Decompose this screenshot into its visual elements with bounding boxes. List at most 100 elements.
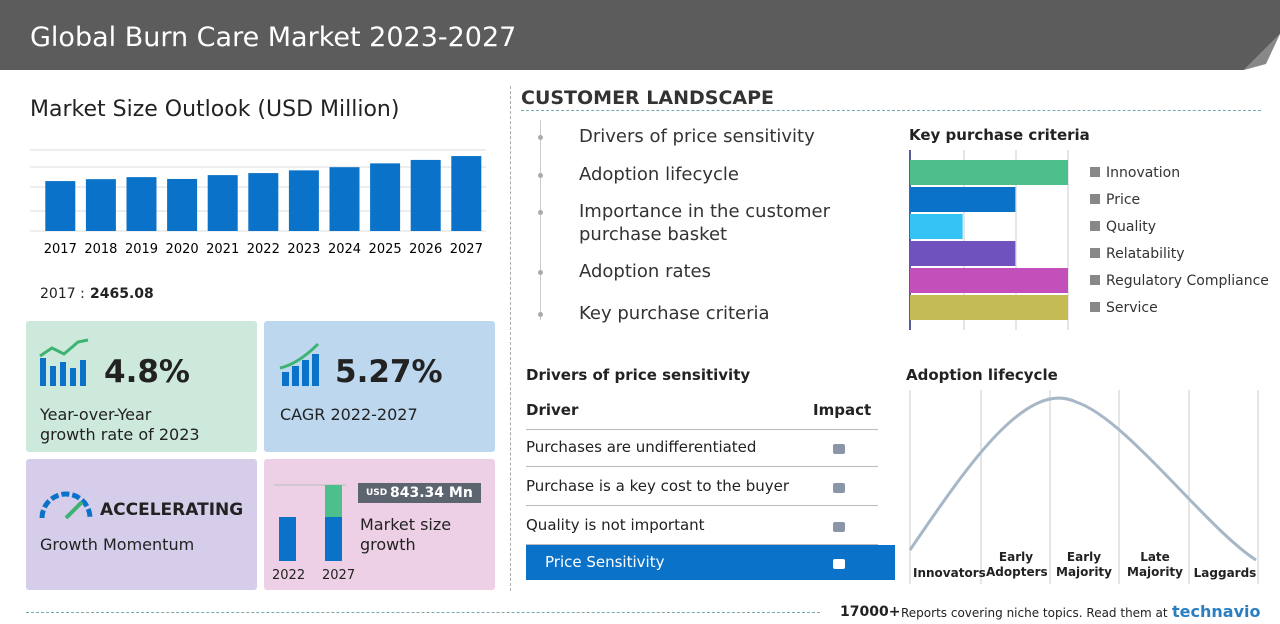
x-tick-label: 2021 bbox=[206, 242, 239, 257]
stage-label: Innovators bbox=[913, 566, 986, 580]
list-dot bbox=[538, 210, 543, 215]
x-tick-label: 2018 bbox=[84, 242, 117, 257]
chart-title: Key purchase criteria bbox=[909, 126, 1090, 144]
legend-swatch bbox=[1090, 248, 1100, 258]
list-dot bbox=[538, 312, 543, 317]
currency: USD bbox=[366, 488, 388, 498]
bar bbox=[910, 268, 1068, 293]
list-item: Importance in the customer purchase bask… bbox=[579, 201, 831, 245]
kpi-label: Market size growth bbox=[360, 515, 452, 554]
footer-text: Reports covering niche topics. Read them… bbox=[901, 606, 1168, 620]
header-bar bbox=[0, 0, 1280, 70]
bar bbox=[910, 160, 1068, 185]
list-dot bbox=[538, 270, 543, 275]
x-tick-label: 2019 bbox=[125, 242, 158, 257]
cagr-icon bbox=[279, 342, 320, 386]
stage-label: Early Majority bbox=[1056, 550, 1112, 579]
x-tick-label: 2025 bbox=[369, 242, 402, 257]
kpi-box bbox=[264, 459, 495, 590]
section-title: Market Size Outlook (USD Million) bbox=[30, 97, 400, 122]
chart-title: Adoption lifecycle bbox=[906, 366, 1058, 384]
highlight-row: Price Sensitivity bbox=[526, 545, 895, 580]
growth-icon bbox=[39, 338, 89, 386]
list-item: Key purchase criteria bbox=[579, 303, 770, 324]
legend-label: Price bbox=[1106, 192, 1140, 208]
legend-swatch bbox=[1090, 194, 1100, 204]
kpi-box bbox=[26, 459, 257, 590]
bar bbox=[910, 187, 1016, 212]
legend-label: Innovation bbox=[1106, 165, 1180, 181]
gauge-icon bbox=[39, 491, 93, 520]
list-line bbox=[540, 120, 541, 320]
kpi-value: 5.27% bbox=[335, 354, 443, 390]
driver: Purchases are undifferentiated bbox=[526, 438, 757, 456]
base-value: 2465.08 bbox=[90, 286, 154, 302]
bar bbox=[910, 214, 963, 239]
table-header: Driver Impact bbox=[526, 391, 878, 430]
driver: Quality is not important bbox=[526, 516, 705, 534]
table-row: Purchases are undifferentiated bbox=[526, 428, 878, 467]
market-chart: 2017 2018 2019 2020 2021 2022 2023 2024 2025 2026… bbox=[30, 149, 486, 257]
x-tick-label: 2020 bbox=[166, 242, 199, 257]
kpi-value: 843.34 Mn bbox=[390, 485, 473, 501]
table-row: Purchase is a key cost to the buyer bbox=[526, 467, 878, 506]
table-title: Drivers of price sensitivity bbox=[526, 366, 751, 384]
table-row: Quality is not important bbox=[526, 506, 878, 545]
legend-swatch bbox=[1090, 221, 1100, 231]
base-label: 2017 : bbox=[40, 286, 85, 302]
lock-icon bbox=[833, 483, 845, 493]
bar bbox=[288, 170, 319, 231]
stage-label: Early Adopters bbox=[986, 550, 1048, 579]
lock-icon bbox=[833, 522, 845, 532]
year-label: 2027 bbox=[322, 568, 356, 583]
bar bbox=[45, 181, 76, 231]
lock-icon bbox=[833, 559, 845, 569]
kpi-label: Growth Momentum bbox=[40, 535, 195, 554]
x-tick-label: 2023 bbox=[287, 242, 320, 257]
bar bbox=[207, 175, 238, 231]
driver: Price Sensitivity bbox=[545, 553, 665, 571]
bar bbox=[248, 173, 279, 231]
lock-icon bbox=[833, 444, 845, 454]
section-title: CUSTOMER LANDSCAPE bbox=[521, 87, 775, 109]
x-tick-label: 2024 bbox=[328, 242, 361, 257]
legend-label: Service bbox=[1106, 300, 1158, 316]
adoption-curve bbox=[908, 390, 1259, 584]
legend-swatch bbox=[1090, 167, 1100, 177]
value-tag bbox=[358, 483, 481, 503]
page-title: Global Burn Care Market 2023-2027 bbox=[30, 22, 517, 53]
bar bbox=[910, 295, 1068, 320]
growth-bars bbox=[274, 484, 346, 561]
x-tick-label: 2017 bbox=[44, 242, 77, 257]
list-dot bbox=[538, 173, 543, 178]
footer-count: 17000+ bbox=[840, 604, 901, 620]
bar bbox=[167, 178, 198, 231]
kpi-box bbox=[264, 321, 495, 452]
stage-label: Late Majority bbox=[1127, 550, 1183, 579]
list-item: Adoption rates bbox=[579, 261, 712, 282]
list-item: Drivers of price sensitivity bbox=[579, 126, 815, 147]
legend-swatch bbox=[1090, 302, 1100, 312]
kpi-value: ACCELERATING bbox=[100, 500, 244, 520]
list-dot bbox=[538, 135, 543, 140]
driver: Purchase is a key cost to the buyer bbox=[526, 477, 790, 495]
legend-swatch bbox=[1090, 275, 1100, 285]
rule bbox=[26, 612, 820, 613]
kpi-box bbox=[26, 321, 257, 452]
bar bbox=[910, 241, 1016, 266]
brand[interactable]: technavio bbox=[1172, 602, 1261, 621]
divider bbox=[510, 86, 511, 591]
kpi-value: 4.8% bbox=[104, 354, 190, 390]
bar bbox=[126, 177, 157, 231]
bar bbox=[370, 163, 401, 231]
legend-label: Relatability bbox=[1106, 246, 1185, 262]
kpi-label: Year-over-Year growth rate of 2023 bbox=[40, 405, 200, 444]
corner-fold bbox=[1244, 34, 1280, 70]
bar bbox=[329, 167, 360, 231]
kpc-chart: Innovation Price Quality Relatability Regula… bbox=[909, 150, 1269, 330]
legend-label: Quality bbox=[1106, 219, 1156, 235]
legend-label: Regulatory Compliance bbox=[1106, 273, 1269, 289]
rule bbox=[521, 110, 1261, 111]
bar bbox=[85, 179, 116, 231]
